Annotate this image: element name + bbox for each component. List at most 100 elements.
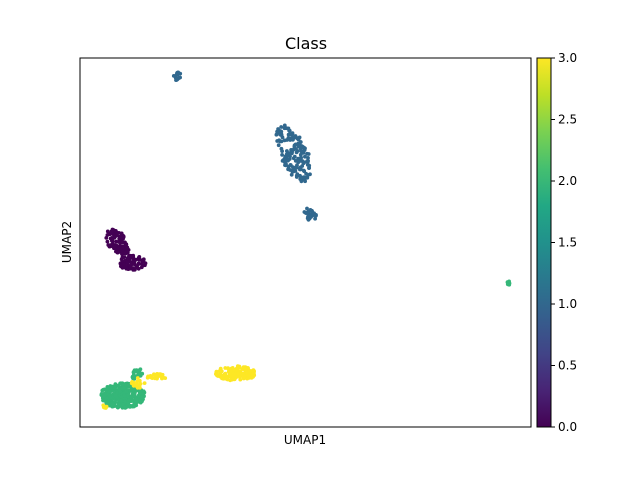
- scatter-point: [291, 156, 296, 161]
- cluster-class-2: [505, 279, 512, 287]
- scatter-point: [128, 405, 132, 409]
- scatter-point: [223, 372, 228, 377]
- scatter-point: [122, 393, 127, 398]
- scatter-point: [135, 369, 140, 374]
- scatter-point: [294, 175, 299, 179]
- scatter-point: [298, 152, 303, 157]
- scatter-point: [114, 239, 119, 244]
- scatter-point: [225, 376, 230, 380]
- scatter-point: [230, 366, 235, 370]
- scatter-point: [121, 402, 125, 407]
- scatter-point: [279, 125, 284, 129]
- y-axis-label: UMAP2: [60, 221, 74, 263]
- scatter-point: [297, 159, 302, 163]
- scatter-point: [228, 371, 232, 376]
- scatter-point: [294, 165, 299, 170]
- scatter-point: [107, 402, 111, 407]
- scatter-point: [121, 234, 126, 239]
- cluster-class-3: [101, 403, 109, 410]
- scatter-point: [306, 159, 310, 163]
- scatter-point: [274, 132, 279, 137]
- scatter-point: [102, 398, 106, 402]
- scatter-point: [122, 386, 126, 390]
- scatter-point: [161, 375, 166, 380]
- scatter-point: [125, 245, 130, 250]
- scatter-point: [219, 369, 224, 374]
- scatter-point: [293, 159, 298, 163]
- scatter-point: [305, 206, 309, 211]
- scatter-point: [104, 236, 109, 240]
- scatter-point: [99, 392, 104, 396]
- plot-frame: [79, 57, 532, 428]
- scatter-point: [135, 382, 140, 386]
- scatter-point: [105, 387, 110, 391]
- colorbar-ticks: 0.0 0.5 1.0 1.5 2.0 2.5 3.0: [551, 51, 577, 434]
- scatter-point: [119, 398, 123, 403]
- colorbar-tick-label: 2.0: [558, 174, 577, 188]
- scatter-point: [307, 166, 311, 171]
- scatter-point: [313, 216, 317, 221]
- scatter-point: [128, 388, 133, 393]
- scatter-point: [132, 404, 136, 409]
- scatter-point: [158, 372, 163, 377]
- scatter-point: [235, 367, 240, 372]
- scatter-point: [129, 261, 134, 266]
- scatter-point: [276, 143, 281, 148]
- scatter-point: [288, 163, 293, 167]
- scatter-point: [124, 390, 129, 394]
- scatter-point: [136, 393, 141, 398]
- scatter-point: [120, 240, 124, 245]
- scatter-point: [132, 259, 137, 264]
- scatter-point: [280, 153, 284, 157]
- scatter-point: [105, 239, 110, 244]
- scatter-point: [116, 383, 121, 388]
- scatter-point: [119, 231, 124, 236]
- scatter-point: [302, 160, 307, 165]
- scatter-point: [286, 158, 290, 163]
- scatter-point: [140, 258, 145, 263]
- scatter-point: [282, 157, 287, 162]
- scatter-point: [279, 129, 284, 134]
- scatter-point: [141, 263, 145, 267]
- colorbar-tick-label: 3.0: [558, 51, 577, 65]
- cluster-class-2: [130, 367, 145, 381]
- scatter-point: [303, 211, 308, 215]
- scatter-point: [289, 172, 294, 177]
- scatter-point: [290, 135, 295, 140]
- scatter-point: [137, 378, 142, 383]
- scatter-points: [99, 70, 512, 410]
- scatter-point: [298, 167, 303, 172]
- plot-background: [80, 58, 531, 427]
- scatter-point: [101, 405, 106, 410]
- scatter-point: [109, 385, 114, 390]
- scatter-point: [241, 376, 246, 381]
- scatter-point: [306, 152, 311, 156]
- scatter-point: [305, 175, 310, 180]
- scatter-point: [119, 234, 123, 239]
- scatter-point: [100, 388, 105, 393]
- scatter-point: [223, 366, 228, 370]
- scatter-point: [215, 373, 220, 377]
- scatter-point: [142, 381, 147, 385]
- scatter-point: [109, 243, 114, 247]
- scatter-point: [291, 147, 296, 152]
- scatter-point: [312, 211, 316, 216]
- scatter-point: [115, 233, 119, 238]
- scatter-point: [507, 279, 511, 284]
- scatter-point: [295, 149, 300, 153]
- colorbar-gradient: [537, 58, 551, 427]
- scatter-point: [287, 128, 292, 133]
- scatter-point: [155, 374, 160, 379]
- scatter-point: [107, 232, 112, 237]
- scatter-point: [299, 149, 304, 154]
- scatter-point: [134, 397, 139, 402]
- scatter-point: [129, 394, 133, 399]
- scatter-point: [129, 399, 134, 403]
- scatter-point: [288, 154, 292, 159]
- scatter-point: [229, 368, 233, 373]
- scatter-point: [252, 369, 256, 373]
- scatter-point: [132, 389, 136, 393]
- scatter-point: [106, 399, 111, 403]
- scatter-point: [126, 401, 130, 406]
